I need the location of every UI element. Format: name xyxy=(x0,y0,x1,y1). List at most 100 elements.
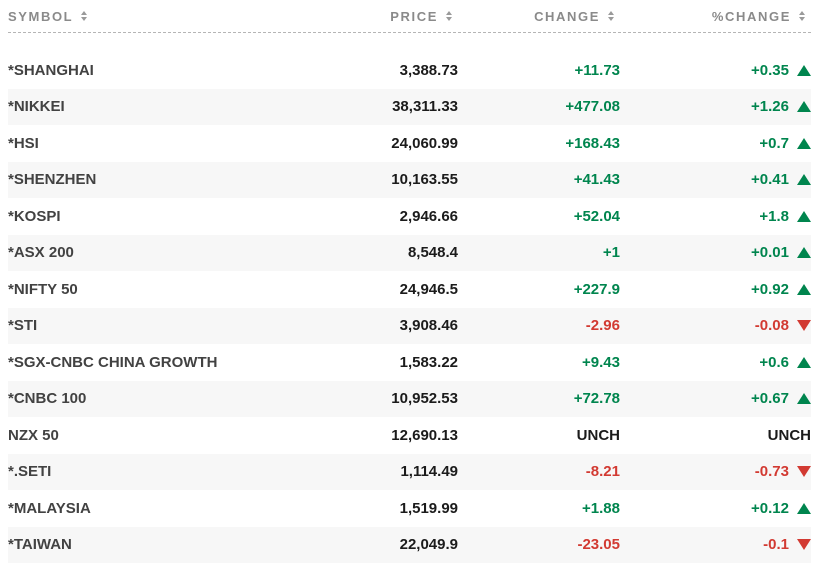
change-cell: +227.9 xyxy=(573,280,620,298)
symbol-cell[interactable]: *NIKKEI xyxy=(8,98,65,116)
pct-change-value: +0.41 xyxy=(751,171,789,189)
change-cell: -23.05 xyxy=(577,536,620,554)
pct-change-cell: +0.41 xyxy=(620,171,811,188)
symbol-cell[interactable]: *KOSPI xyxy=(8,207,61,225)
symbol-cell[interactable]: *NIFTY 50 xyxy=(8,280,78,298)
pct-change-value: +0.67 xyxy=(751,390,789,408)
pct-change-value: -0.1 xyxy=(763,536,789,554)
pct-change-cell: +1.8 xyxy=(620,208,811,225)
price-cell: 1,114.49 xyxy=(400,463,458,481)
column-header-change[interactable]: CHANGE xyxy=(458,9,620,24)
change-cell: UNCH xyxy=(576,426,620,444)
price-cell: 22,049.9 xyxy=(399,536,458,554)
price-cell: 24,060.99 xyxy=(391,134,458,152)
symbol-cell[interactable]: *.SETI xyxy=(8,463,52,481)
pct-change-value: -0.73 xyxy=(754,463,789,481)
change-cell: +41.43 xyxy=(573,171,620,189)
symbol-cell[interactable]: *TAIWAN xyxy=(8,536,72,554)
table-row: *ASX 200 8,548.4 +1 +0.01 xyxy=(8,234,811,271)
pct-change-cell: UNCH xyxy=(620,427,811,444)
price-cell: 3,388.73 xyxy=(399,61,458,79)
arrow-up-icon xyxy=(797,137,811,149)
pct-change-value: +0.6 xyxy=(759,353,789,371)
sort-icon xyxy=(799,10,805,22)
table-row: *NIKKEI 38,311.33 +477.08 +1.26 xyxy=(8,88,811,125)
table-row: *KOSPI 2,946.66 +52.04 +1.8 xyxy=(8,198,811,235)
table-row: *SGX-CNBC CHINA GROWTH 1,583.22 +9.43 +0… xyxy=(8,344,811,381)
arrow-down-icon xyxy=(797,466,811,478)
table-row: *CNBC 100 10,952.53 +72.78 +0.67 xyxy=(8,380,811,417)
table-row: *TAIWAN 22,049.9 -23.05 -0.1 xyxy=(8,526,811,563)
pct-change-cell: +0.01 xyxy=(620,244,811,261)
table-row: *NIFTY 50 24,946.5 +227.9 +0.92 xyxy=(8,271,811,308)
pct-change-value: +1.26 xyxy=(751,98,789,116)
symbol-cell[interactable]: *ASX 200 xyxy=(8,244,74,262)
symbol-cell[interactable]: *SGX-CNBC CHINA GROWTH xyxy=(8,353,218,371)
change-cell: +168.43 xyxy=(565,134,620,152)
column-header-symbol[interactable]: SYMBOL xyxy=(8,9,308,24)
sort-icon xyxy=(608,10,614,22)
symbol-cell[interactable]: *SHANGHAI xyxy=(8,61,94,79)
arrow-up-icon xyxy=(797,174,811,186)
symbol-cell[interactable]: *HSI xyxy=(8,134,39,152)
price-cell: 8,548.4 xyxy=(407,244,458,262)
pct-change-value: +0.35 xyxy=(751,61,789,79)
price-cell: 10,952.53 xyxy=(391,390,458,408)
price-cell: 1,519.99 xyxy=(399,499,458,517)
arrow-up-icon xyxy=(797,210,811,222)
price-cell: 38,311.33 xyxy=(392,98,458,116)
pct-change-value: +0.7 xyxy=(759,134,789,152)
symbol-cell[interactable]: *STI xyxy=(8,317,38,335)
column-header-pct-change-label: %CHANGE xyxy=(711,8,791,24)
table-row: *HSI 24,060.99 +168.43 +0.7 xyxy=(8,125,811,162)
pct-change-cell: -0.08 xyxy=(620,317,811,334)
price-cell: 3,908.46 xyxy=(399,317,458,335)
change-cell: +9.43 xyxy=(582,353,620,371)
arrow-up-icon xyxy=(797,101,811,113)
price-cell: 2,946.66 xyxy=(399,207,458,225)
sort-icon xyxy=(81,10,88,22)
price-cell: 1,583.22 xyxy=(399,353,458,371)
table-row: *STI 3,908.46 -2.96 -0.08 xyxy=(8,307,811,344)
pct-change-cell: +0.6 xyxy=(620,354,811,371)
table-row: *.SETI 1,114.49 -8.21 -0.73 xyxy=(8,453,811,490)
pct-change-cell: -0.1 xyxy=(620,536,811,553)
price-cell: 12,690.13 xyxy=(391,426,458,444)
change-cell: -8.21 xyxy=(585,463,620,481)
column-header-price[interactable]: PRICE xyxy=(308,9,458,24)
change-cell: -2.96 xyxy=(585,317,620,335)
table-row: *MALAYSIA 1,519.99 +1.88 +0.12 xyxy=(8,490,811,527)
arrow-down-icon xyxy=(797,539,811,551)
table-header-row: SYMBOL PRICE CHANGE %CHANGE xyxy=(8,0,811,33)
column-header-symbol-label: SYMBOL xyxy=(8,8,74,24)
change-cell: +477.08 xyxy=(565,98,620,116)
symbol-cell[interactable]: *MALAYSIA xyxy=(8,499,91,517)
change-cell: +1.88 xyxy=(582,499,620,517)
pct-change-value: +0.01 xyxy=(751,244,789,262)
pct-change-cell: +0.35 xyxy=(620,62,811,79)
symbol-cell[interactable]: NZX 50 xyxy=(8,426,59,444)
pct-change-value: +1.8 xyxy=(759,207,789,225)
arrow-down-icon xyxy=(797,320,811,332)
arrow-up-icon xyxy=(797,283,811,295)
arrow-up-icon xyxy=(797,247,811,259)
sort-icon xyxy=(446,10,452,22)
price-cell: 24,946.5 xyxy=(399,280,458,298)
symbol-cell[interactable]: *SHENZHEN xyxy=(8,171,97,189)
column-header-change-label: CHANGE xyxy=(534,8,600,24)
change-cell: +52.04 xyxy=(573,207,620,225)
pct-change-cell: -0.73 xyxy=(620,463,811,480)
pct-change-value: +0.92 xyxy=(751,280,789,298)
table-row: *SHANGHAI 3,388.73 +11.73 +0.35 xyxy=(8,52,811,89)
pct-change-cell: +0.12 xyxy=(620,500,811,517)
change-cell: +72.78 xyxy=(573,390,620,408)
arrow-up-icon xyxy=(797,356,811,368)
table-row: NZX 50 12,690.13 UNCH UNCH xyxy=(8,417,811,454)
symbol-cell[interactable]: *CNBC 100 xyxy=(8,390,87,408)
column-header-pct-change[interactable]: %CHANGE xyxy=(620,9,811,24)
column-header-price-label: PRICE xyxy=(390,8,438,24)
table-body: *SHANGHAI 3,388.73 +11.73 +0.35 *NIKKEI … xyxy=(8,52,811,563)
change-cell: +11.73 xyxy=(574,61,620,79)
pct-change-cell: +1.26 xyxy=(620,98,811,115)
